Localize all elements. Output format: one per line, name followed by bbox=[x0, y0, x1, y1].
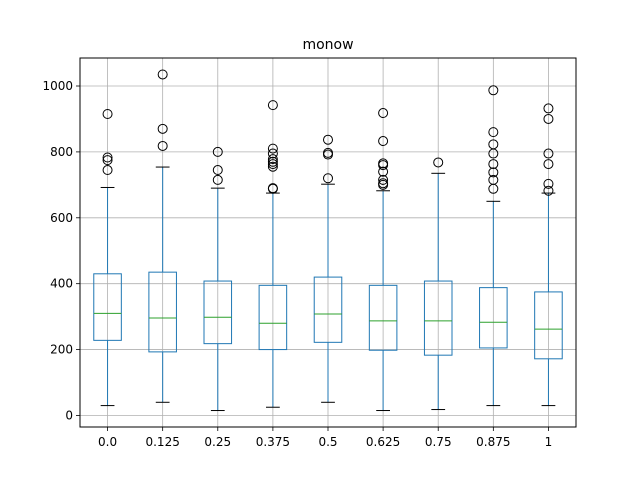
outlier-point bbox=[157, 140, 168, 151]
outlier-point bbox=[102, 165, 113, 176]
y-tick-label: 1000 bbox=[42, 79, 73, 93]
outlier-point bbox=[488, 139, 499, 150]
x-tick-label: 0.0 bbox=[98, 435, 117, 449]
outlier-point bbox=[488, 167, 499, 178]
outlier-point bbox=[267, 183, 278, 194]
outlier-point bbox=[378, 136, 389, 147]
outlier-point bbox=[323, 147, 333, 158]
outlier-point bbox=[212, 146, 223, 157]
outlier-point bbox=[212, 165, 223, 176]
box-group bbox=[313, 134, 343, 403]
box-group bbox=[534, 103, 563, 407]
outlier-point bbox=[543, 103, 554, 114]
y-tick-label: 400 bbox=[50, 277, 73, 291]
outlier-point bbox=[267, 159, 278, 170]
outlier-point bbox=[378, 108, 389, 119]
box-group bbox=[93, 109, 122, 407]
outlier-point bbox=[488, 127, 499, 138]
box-group bbox=[203, 146, 233, 412]
outlier-point bbox=[157, 69, 168, 80]
box-group bbox=[258, 100, 288, 408]
box-group bbox=[148, 69, 177, 403]
box bbox=[93, 273, 122, 341]
outlier-point bbox=[378, 166, 389, 177]
outlier-point bbox=[543, 185, 554, 196]
box bbox=[203, 280, 233, 345]
outlier-point bbox=[267, 154, 278, 165]
outlier-point bbox=[378, 178, 389, 189]
outlier-point bbox=[433, 157, 444, 168]
outlier-point bbox=[267, 156, 278, 167]
y-tick-label: 600 bbox=[50, 211, 73, 225]
x-tick-label: 0.625 bbox=[366, 435, 400, 449]
outlier-point bbox=[267, 148, 278, 159]
outlier-point bbox=[543, 178, 554, 189]
chart-title: monow bbox=[302, 37, 353, 53]
box bbox=[479, 287, 508, 349]
outlier-point bbox=[543, 159, 554, 170]
outlier-point bbox=[488, 159, 499, 170]
box bbox=[534, 291, 563, 360]
outlier-point bbox=[378, 174, 389, 185]
outlier-point bbox=[543, 113, 554, 124]
outlier-point bbox=[323, 134, 333, 145]
box-group bbox=[423, 157, 453, 411]
box bbox=[148, 271, 177, 353]
x-tick-label: 0.125 bbox=[145, 435, 179, 449]
x-tick-label: 0.875 bbox=[476, 435, 510, 449]
outlier-point bbox=[102, 109, 113, 120]
outlier-point bbox=[378, 158, 389, 169]
outlier-point bbox=[323, 173, 333, 184]
outlier-point bbox=[102, 155, 113, 166]
box bbox=[313, 276, 343, 343]
y-tick-label: 200 bbox=[50, 343, 73, 357]
box-group bbox=[479, 85, 508, 407]
outlier-point bbox=[267, 143, 278, 154]
y-tick-label: 0 bbox=[65, 408, 73, 422]
x-tick-label: 1 bbox=[545, 435, 553, 449]
outlier-point bbox=[543, 148, 554, 159]
x-tick-label: 0.75 bbox=[425, 435, 452, 449]
outlier-point bbox=[267, 100, 278, 111]
x-tick-label: 0.25 bbox=[204, 435, 231, 449]
box bbox=[368, 284, 398, 351]
box bbox=[258, 284, 288, 351]
box-group bbox=[368, 108, 398, 412]
x-tick-label: 0.375 bbox=[256, 435, 290, 449]
outlier-point bbox=[267, 161, 278, 172]
boxes bbox=[93, 69, 563, 412]
outlier-point bbox=[488, 85, 499, 96]
outlier-point bbox=[102, 152, 113, 163]
y-tick-label: 800 bbox=[50, 145, 73, 159]
x-tick-label: 0.5 bbox=[318, 435, 337, 449]
outlier-point bbox=[488, 174, 499, 185]
outlier-point bbox=[212, 174, 223, 185]
outlier-point bbox=[157, 123, 168, 134]
box bbox=[423, 280, 453, 356]
axes: 0.0 0.125 0.25 0.375 0.5 0.625 0.75 0.875 1 0 200 4… bbox=[42, 79, 552, 449]
